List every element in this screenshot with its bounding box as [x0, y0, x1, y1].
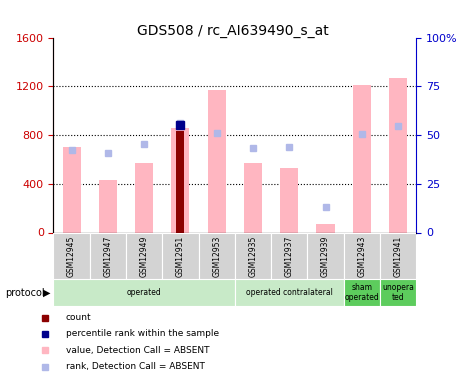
Bar — [99, 180, 117, 232]
Bar — [389, 78, 407, 232]
Bar — [135, 163, 153, 232]
Bar — [176, 131, 185, 232]
Text: count: count — [66, 313, 92, 322]
Text: GSM12947: GSM12947 — [103, 235, 113, 277]
Text: unopera
ted: unopera ted — [382, 283, 414, 302]
Bar — [199, 232, 235, 279]
Bar — [271, 232, 307, 279]
Text: GSM12953: GSM12953 — [212, 235, 221, 277]
Text: protocol: protocol — [5, 288, 44, 298]
Bar — [307, 232, 344, 279]
Text: GDS508 / rc_AI639490_s_at: GDS508 / rc_AI639490_s_at — [137, 24, 328, 38]
Text: percentile rank within the sample: percentile rank within the sample — [66, 330, 219, 339]
Text: GSM12935: GSM12935 — [248, 235, 258, 277]
Text: GSM12951: GSM12951 — [176, 236, 185, 277]
Bar — [171, 128, 189, 232]
Bar — [316, 224, 334, 232]
Bar — [352, 85, 371, 232]
Bar — [380, 279, 416, 306]
Bar — [90, 232, 126, 279]
Text: GSM12939: GSM12939 — [321, 235, 330, 277]
Text: ▶: ▶ — [43, 288, 50, 298]
Bar — [162, 232, 199, 279]
Bar — [207, 90, 226, 232]
Text: GSM12941: GSM12941 — [393, 236, 403, 277]
Text: value, Detection Call = ABSENT: value, Detection Call = ABSENT — [66, 346, 209, 355]
Bar — [235, 232, 271, 279]
Text: GSM12945: GSM12945 — [67, 235, 76, 277]
Bar — [53, 232, 90, 279]
Text: GSM12949: GSM12949 — [140, 235, 149, 277]
Bar — [344, 279, 380, 306]
Bar — [53, 279, 235, 306]
Text: GSM12937: GSM12937 — [285, 235, 294, 277]
Bar — [235, 279, 344, 306]
Text: operated: operated — [127, 288, 161, 297]
Bar — [244, 163, 262, 232]
Text: GSM12943: GSM12943 — [357, 235, 366, 277]
Bar — [126, 232, 162, 279]
Bar — [280, 168, 298, 232]
Bar — [62, 147, 80, 232]
Bar — [344, 232, 380, 279]
Bar — [380, 232, 416, 279]
Text: sham
operated: sham operated — [345, 283, 379, 302]
Text: rank, Detection Call = ABSENT: rank, Detection Call = ABSENT — [66, 362, 205, 371]
Text: operated contralateral: operated contralateral — [246, 288, 332, 297]
